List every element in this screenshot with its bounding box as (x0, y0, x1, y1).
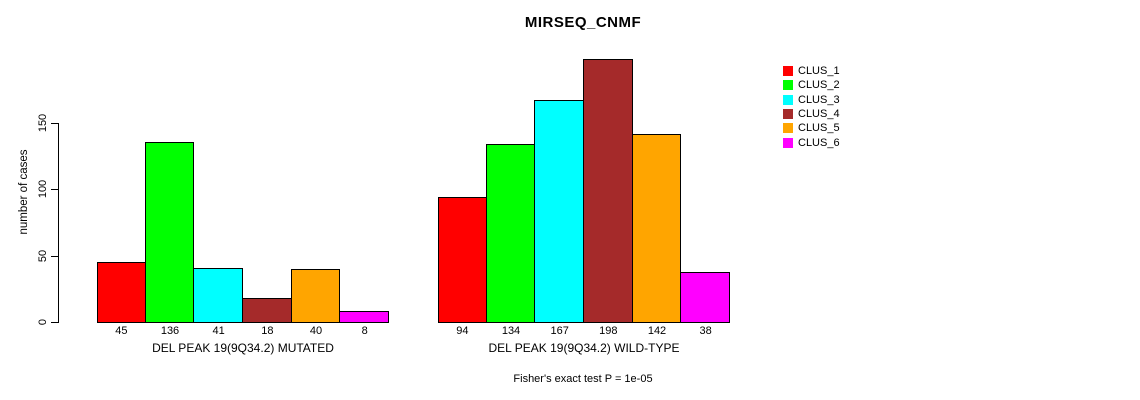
bar-clus_4 (583, 59, 633, 323)
chart-title: MIRSEQ_CNMF (524, 14, 642, 31)
bar-value-label: 38 (699, 325, 712, 337)
fisher-test-annotation: Fisher's exact test P = 1e-05 (513, 373, 653, 385)
bar-clus_6 (339, 311, 389, 323)
legend-label: CLUS_2 (798, 79, 840, 91)
y-tick-mark (51, 123, 58, 124)
legend-label: CLUS_3 (798, 94, 840, 106)
y-tick-label: 50 (37, 249, 49, 263)
bar-value-label: 134 (501, 325, 521, 337)
x-axis-group-label: DEL PEAK 19(9Q34.2) WILD-TYPE (488, 341, 680, 355)
y-axis-line (58, 123, 59, 323)
bar-clus_2 (486, 144, 535, 323)
bar-clus_1 (438, 197, 487, 323)
bar-value-label: 167 (550, 325, 569, 337)
legend-label: CLUS_4 (798, 108, 840, 120)
bar-value-label: 94 (456, 325, 469, 337)
bar-clus_6 (680, 272, 730, 323)
bar-value-label: 8 (361, 325, 368, 337)
bar-clus_2 (145, 142, 194, 323)
legend-swatch (783, 138, 793, 148)
y-tick-label: 100 (37, 179, 49, 199)
legend-swatch (783, 80, 793, 90)
bar-value-label: 45 (115, 325, 128, 337)
y-axis-title: number of cases (18, 149, 30, 235)
legend-label: CLUS_1 (798, 65, 840, 77)
legend-label: CLUS_5 (798, 122, 840, 134)
bar-value-label: 198 (599, 325, 618, 337)
bar-clus_3 (534, 100, 584, 323)
legend-swatch (783, 95, 793, 105)
bar-value-label: 41 (212, 325, 225, 337)
bar-value-label: 18 (261, 325, 274, 337)
bar-value-label: 40 (309, 325, 323, 337)
y-tick-mark (51, 189, 58, 190)
bar-value-label: 136 (160, 325, 180, 337)
legend-swatch (783, 123, 793, 133)
y-tick-mark (51, 322, 58, 323)
legend-label: CLUS_6 (798, 137, 840, 149)
bar-clus_5 (632, 134, 681, 323)
bar-clus_5 (291, 269, 340, 323)
legend-swatch (783, 109, 793, 119)
x-axis-group-label: DEL PEAK 19(9Q34.2) MUTATED (152, 341, 334, 355)
y-tick-label: 150 (37, 113, 49, 133)
bar-value-label: 142 (647, 325, 667, 337)
y-tick-mark (51, 256, 58, 257)
bar-clus_3 (193, 268, 243, 323)
bar-clus_1 (97, 262, 146, 323)
bar-clus_4 (242, 298, 292, 323)
legend-swatch (783, 66, 793, 76)
y-tick-label: 0 (37, 318, 49, 326)
